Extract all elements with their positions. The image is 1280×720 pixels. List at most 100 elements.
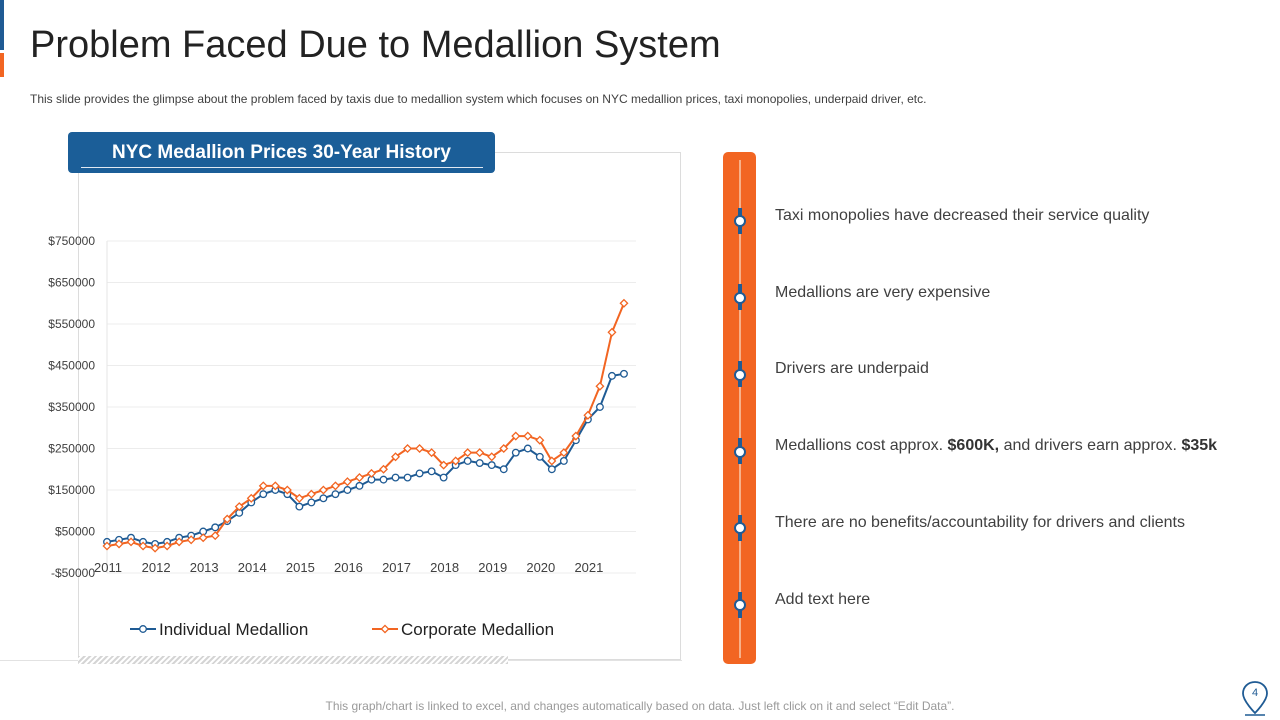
- data-point: [403, 473, 412, 482]
- y-tick-label: $550000: [48, 317, 95, 331]
- y-tick-label: $750000: [48, 234, 95, 248]
- data-point: [150, 543, 160, 553]
- data-point: [319, 494, 328, 503]
- y-axis-ticks: $750000 $650000 $550000 $450000 $350000 $2500…: [48, 234, 95, 580]
- x-tick-label: 2013: [190, 560, 219, 575]
- line-chart[interactable]: $750000 $650000 $550000 $450000 $350000 $2500…: [0, 0, 700, 670]
- y-tick-label: $50000: [55, 525, 95, 539]
- chart-title: NYC Medallion Prices 30-Year History: [112, 142, 451, 163]
- data-point: [198, 533, 208, 543]
- data-point: [559, 448, 569, 458]
- y-tick-label: $650000: [48, 276, 95, 290]
- x-tick-label: 2017: [382, 560, 411, 575]
- data-point: [306, 489, 316, 499]
- data-point: [535, 435, 545, 445]
- point-expensive: Medallions are very expensive: [775, 284, 991, 301]
- data-point: [499, 443, 509, 454]
- data-point: [608, 371, 616, 380]
- data-point: [547, 465, 556, 474]
- data-point: [379, 464, 389, 474]
- data-point: [451, 456, 461, 466]
- data-point: [547, 456, 557, 466]
- series-line: [106, 302, 625, 550]
- data-point: [138, 541, 148, 551]
- legend-marker: [380, 624, 390, 634]
- point-add-text: Add text here: [775, 591, 871, 608]
- timeline-node: [734, 522, 746, 534]
- chart-series: [102, 298, 629, 553]
- data-point: [379, 475, 388, 484]
- data-point: [595, 403, 604, 411]
- point-earn-value: $35k: [1181, 437, 1218, 454]
- data-point: [342, 477, 352, 487]
- timeline-node: [734, 215, 746, 227]
- series-corporate-medallion: [102, 298, 629, 553]
- point-underpaid: Drivers are underpaid: [775, 360, 929, 377]
- data-point: [174, 537, 184, 547]
- data-point: [246, 493, 256, 503]
- data-point: [222, 514, 232, 524]
- data-point: [331, 490, 340, 499]
- x-tick-label: 2019: [478, 560, 507, 575]
- x-tick-label: 2018: [430, 560, 459, 575]
- data-point: [475, 459, 484, 467]
- y-tick-label: $450000: [48, 359, 95, 373]
- data-point: [186, 535, 196, 545]
- grid-lines: [106, 240, 636, 574]
- legend-label: Individual Medallion: [159, 620, 308, 639]
- point-no-benefits: There are no benefits/accountability for…: [775, 514, 1185, 531]
- data-point: [571, 431, 581, 441]
- data-point: [427, 448, 437, 458]
- data-point: [499, 465, 508, 474]
- data-point: [403, 443, 413, 454]
- point-cost-earnings: Medallions cost approx. $600K, and drive…: [775, 437, 1217, 455]
- y-tick-label: -$50000: [51, 566, 95, 580]
- x-tick-label: 2016: [334, 560, 363, 575]
- data-point: [583, 410, 593, 420]
- data-point: [607, 327, 617, 337]
- data-point: [258, 481, 268, 491]
- data-point: [619, 298, 629, 308]
- series-line: [106, 372, 625, 545]
- timeline-node: [734, 292, 746, 304]
- page-subtitle: This slide provides the glimpse about th…: [30, 92, 927, 106]
- data-point: [487, 461, 496, 470]
- x-axis-ticks: 2011 2012 2013 2014 2015 2016 2017 2018 2019 2020…: [94, 560, 603, 575]
- series-individual-medallion: [103, 369, 628, 548]
- data-point: [595, 381, 605, 391]
- data-point: [391, 452, 401, 462]
- point-cost-mid: and drivers earn approx.: [999, 437, 1182, 454]
- footer-note: This graph/chart is linked to excel, and…: [325, 699, 955, 713]
- data-point: [511, 431, 521, 441]
- chart-title-underline: [81, 167, 483, 168]
- point-service-quality: Taxi monopolies have decreased their ser…: [775, 207, 1150, 224]
- page-title: Problem Faced Due to Medallion System: [30, 24, 721, 66]
- data-point: [415, 469, 424, 478]
- data-point: [439, 473, 448, 482]
- data-point: [126, 537, 136, 547]
- data-point: [318, 485, 328, 495]
- y-tick-label: $250000: [48, 442, 95, 456]
- accent-bar-blue: [0, 0, 4, 50]
- timeline-line: [739, 160, 741, 658]
- chart-panel: [78, 152, 681, 660]
- timeline-node: [734, 369, 746, 381]
- timeline-node: [734, 599, 746, 611]
- data-point: [427, 467, 436, 476]
- data-point: [391, 473, 400, 482]
- data-point: [523, 444, 532, 453]
- location-pin-icon: [1242, 681, 1268, 716]
- data-point: [211, 523, 220, 532]
- data-point: [463, 457, 472, 465]
- data-point: [523, 431, 533, 441]
- chart-legend: Individual Medallion Corporate Medallion: [130, 620, 554, 639]
- data-point: [114, 539, 124, 549]
- x-tick-label: 2020: [526, 560, 555, 575]
- x-tick-label: 2014: [238, 560, 267, 575]
- hatch-decoration: [78, 656, 508, 664]
- data-point: [343, 486, 352, 494]
- x-tick-label: 2015: [286, 560, 315, 575]
- data-point: [282, 485, 292, 495]
- data-point: [354, 473, 364, 483]
- data-point: [307, 498, 316, 507]
